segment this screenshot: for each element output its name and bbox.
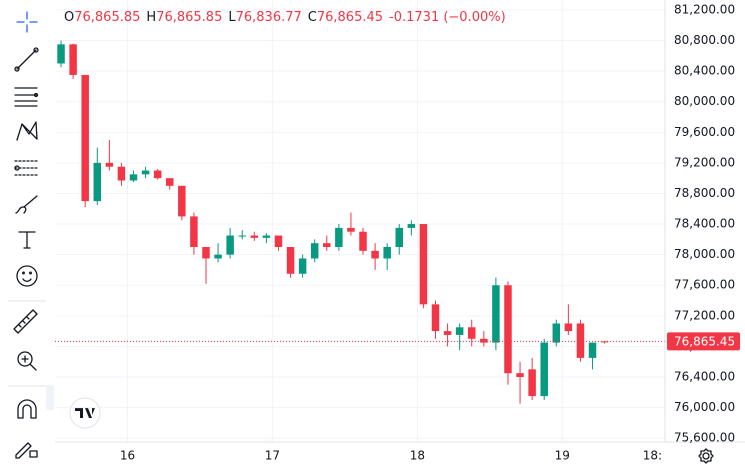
ohlc-key: C [308,10,317,25]
brush-tool[interactable] [15,195,38,214]
candle-body [105,162,114,167]
candle-body [371,250,379,259]
magnet-tool[interactable] [17,399,37,419]
candle-body [504,285,512,374]
last-price-label: 76,865.45 [674,334,735,348]
x-tick-label: 17 [265,449,280,463]
candle-body [57,44,65,64]
ohlc-key: L [228,10,236,25]
candle-body [81,74,89,202]
y-tick-label: 79,200.00 [674,155,735,169]
candle-body [250,235,259,238]
candle-body [190,216,198,247]
ohlc-key: H [146,10,156,25]
zoom-tool[interactable] [17,351,37,371]
ohlc-change: -0.1731 (−0.00%) [389,10,506,25]
ruler-tool[interactable] [13,309,38,334]
y-tick-label: 78,400.00 [674,217,735,231]
ohlc-key: O [64,10,74,25]
trend-line-tool[interactable] [14,47,39,72]
ohlc-values: O76,865.85 H76,865.85 L76,836.77 C76,865.45… [64,10,506,25]
candle-body [347,227,355,232]
lock-draw-tool[interactable] [15,442,38,459]
y-tick-label: 81,200.00 [674,2,735,16]
candle-body [202,247,210,259]
x-tick-label: 16 [120,449,135,463]
candle-body [419,224,428,305]
candle-body [153,170,162,179]
candle-body [467,327,476,339]
candle-body [528,369,536,397]
fib-tool[interactable] [14,87,39,107]
candle-body [480,338,488,343]
candle-body [323,243,331,247]
candle-body [516,373,524,377]
candle-body [93,162,102,202]
candle-body [455,327,464,335]
candle-body [576,323,585,358]
candle-body [129,174,138,181]
y-tick-label: 75,600.00 [674,431,735,445]
emoji-tool[interactable] [16,265,38,287]
y-tick-label: 77,200.00 [674,308,735,322]
candle-body [492,285,500,343]
candle-body [540,342,548,397]
candle-body [443,331,452,335]
candle-body [141,170,150,175]
candle-body [298,258,307,274]
ohlc-value: 76,865.45 [317,10,383,25]
last-price-tag [667,332,740,351]
logo[interactable] [69,397,101,429]
y-tick-label: 76,400.00 [674,370,735,384]
candle-body [286,247,295,274]
candle-body [69,44,77,75]
y-tick-label: 76,000.00 [674,400,735,414]
y-tick-label: 80,000.00 [674,94,735,108]
candle-body [117,166,126,181]
pattern-tool[interactable] [16,121,38,141]
candle-body [383,247,391,259]
candle-body [238,235,246,237]
candle-body [564,323,573,332]
y-tick-label: 80,800.00 [674,33,735,47]
y-tick-label: 77,600.00 [674,278,735,292]
axes: 75,600.0076,000.0076,400.0076,800.0077,2… [120,2,740,463]
ohlc-value: 76,865.85 [74,10,140,25]
candle-body [310,243,319,259]
text-tool[interactable] [18,231,36,249]
candle-body [274,235,283,247]
y-tick-label: 80,400.00 [674,64,735,78]
prediction-tool[interactable] [14,160,38,176]
crosshair-tool[interactable] [16,11,38,33]
candle-body [178,185,186,217]
ohlc-legend: O76,865.85 H76,865.85 L76,836.77 C76,865.45… [64,10,506,25]
grid [55,0,665,442]
candle-body [226,235,234,255]
candle-body [552,323,561,343]
candle-body [431,304,440,332]
candle-body [335,227,343,247]
candle-body [407,224,416,228]
y-tick-label: 78,800.00 [674,186,735,200]
candle-body [588,342,597,358]
candle-body [359,231,367,251]
toolbar [8,11,101,459]
collapse-button[interactable] [46,385,54,410]
candle-body [395,227,404,247]
x-tick-label: 18: [643,449,662,463]
y-tick-label: 78,000.00 [674,247,735,261]
x-tick-label: 18 [410,449,425,463]
candle-body [166,178,174,186]
candle-body [262,235,271,238]
settings-button[interactable] [698,448,714,464]
y-tick-label: 79,600.00 [674,125,735,139]
x-tick-label: 19 [555,449,570,463]
candle-body [214,254,222,259]
plot-area [55,40,665,404]
ohlc-value: 76,836.77 [236,10,302,25]
ohlc-value: 76,865.85 [156,10,222,25]
